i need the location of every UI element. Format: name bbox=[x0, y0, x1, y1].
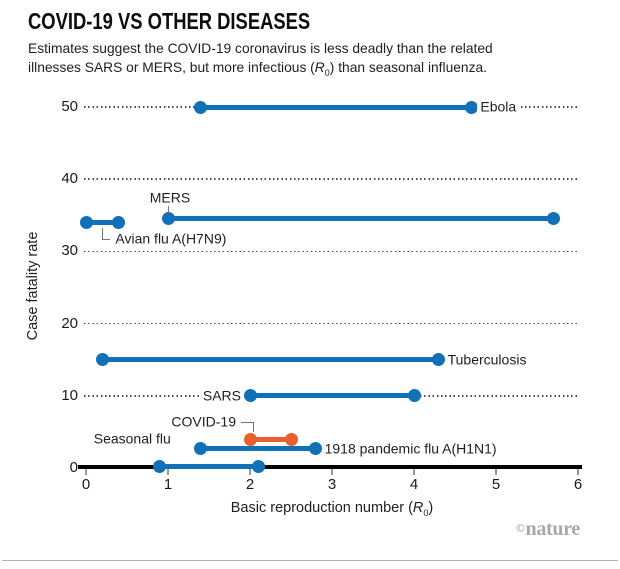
copyright-icon: © bbox=[515, 521, 525, 535]
disease-bar-ebola bbox=[200, 104, 472, 110]
y-tick-label-30: 30 bbox=[61, 242, 78, 260]
bottom-divider bbox=[2, 560, 618, 561]
nature-brand-text: nature bbox=[525, 518, 581, 540]
x-tick-label-3: 3 bbox=[327, 476, 337, 493]
r0-symbol: R bbox=[412, 500, 424, 517]
disease-label-covid-19: COVID-19 bbox=[171, 413, 236, 430]
disease-bar-covid-19 bbox=[250, 437, 291, 443]
nature-logo: ©nature bbox=[516, 518, 580, 541]
label-connector-avian-flu-a-h7n9 bbox=[102, 227, 111, 240]
disease-label-avian-flu-a-h7n9: Avian flu A(H7N9) bbox=[115, 230, 227, 247]
bar-dot-max-1918-pandemic-flu-a-h1n1 bbox=[309, 442, 323, 455]
disease-bar-mers bbox=[168, 216, 554, 222]
bar-dot-max-ebola bbox=[464, 100, 478, 114]
disease-label-1918-pandemic-flu-a-h1n1: 1918 pandemic flu A(H1N1) bbox=[321, 440, 500, 457]
subtitle-line1: Estimates suggest the COVID-19 coronavir… bbox=[28, 41, 493, 56]
disease-bar-seasonal-flu bbox=[159, 464, 259, 470]
x-axis-title: Basic reproduction number (R0) bbox=[230, 500, 434, 518]
disease-label-tuberculosis: Tuberculosis bbox=[444, 351, 530, 369]
disease-label-seasonal-flu: Seasonal flu bbox=[93, 430, 171, 447]
label-connector-mers bbox=[167, 205, 169, 213]
x-tick-label-2: 2 bbox=[245, 476, 255, 493]
bar-dot-max-mers bbox=[546, 212, 560, 226]
subtitle-line2-pre: illnesses SARS or MERS, but more infecti… bbox=[28, 60, 315, 75]
bar-dot-max-sars bbox=[407, 389, 421, 403]
bar-dot-min-covid-19 bbox=[243, 433, 257, 447]
x-tick-mark-4 bbox=[413, 468, 415, 475]
y-tick-label-0: 0 bbox=[69, 459, 78, 476]
bar-dot-max-tuberculosis bbox=[432, 353, 446, 367]
disease-bar-avian-flu-a-h7n9 bbox=[86, 220, 119, 226]
x-tick-label-0: 0 bbox=[81, 476, 91, 493]
bar-dot-max-avian-flu-a-h7n9 bbox=[112, 216, 126, 230]
disease-bar-1918-pandemic-flu-a-h1n1 bbox=[200, 446, 316, 451]
x-tick-mark-5 bbox=[495, 468, 497, 475]
x-tick-mark-6 bbox=[577, 468, 579, 475]
disease-bar-tuberculosis bbox=[102, 357, 439, 363]
bar-dot-min-sars bbox=[243, 389, 257, 403]
chart-title: COVID-19 VS OTHER DISEASES bbox=[28, 8, 311, 34]
chart-subtitle: Estimates suggest the COVID-19 coronavir… bbox=[28, 39, 493, 83]
x-tick-mark-0 bbox=[85, 468, 87, 475]
disease-label-sars: SARS bbox=[199, 387, 244, 405]
subtitle-line2-post: ) than seasonal influenza. bbox=[329, 60, 488, 75]
x-tick-mark-3 bbox=[331, 468, 333, 475]
disease-label-ebola: Ebola bbox=[477, 98, 520, 116]
x-axis-line bbox=[78, 464, 582, 469]
bar-dot-min-tuberculosis bbox=[95, 353, 109, 367]
bar-dot-max-covid-19 bbox=[284, 433, 298, 447]
y-tick-label-20: 20 bbox=[61, 314, 78, 332]
bar-dot-min-1918-pandemic-flu-a-h1n1 bbox=[194, 442, 208, 455]
r0-symbol: R bbox=[314, 60, 325, 75]
disease-bar-sars bbox=[250, 393, 414, 399]
gridline-30 bbox=[84, 250, 578, 253]
bar-dot-min-mers bbox=[161, 212, 175, 226]
disease-label-mers: MERS bbox=[149, 189, 191, 206]
x-tick-mark-1 bbox=[167, 468, 169, 475]
x-tick-mark-2 bbox=[249, 468, 251, 475]
label-connector-covid-19 bbox=[241, 422, 254, 433]
r0-subscript: 0 bbox=[423, 507, 429, 518]
bar-dot-min-ebola bbox=[194, 100, 208, 114]
bar-dot-min-avian-flu-a-h7n9 bbox=[79, 216, 93, 230]
r0-subscript: 0 bbox=[324, 67, 330, 78]
gridline-20 bbox=[84, 322, 578, 325]
y-tick-label-40: 40 bbox=[61, 170, 78, 188]
x-tick-label-4: 4 bbox=[409, 476, 419, 493]
bar-dot-max-seasonal-flu bbox=[251, 460, 265, 474]
bar-dot-min-seasonal-flu bbox=[153, 460, 167, 474]
x-tick-label-5: 5 bbox=[491, 476, 501, 493]
y-tick-label-50: 50 bbox=[61, 98, 78, 115]
y-tick-label-10: 10 bbox=[61, 386, 78, 404]
x-tick-label-1: 1 bbox=[163, 476, 173, 493]
x-tick-label-6: 6 bbox=[573, 476, 583, 493]
gridline-40 bbox=[84, 178, 578, 180]
